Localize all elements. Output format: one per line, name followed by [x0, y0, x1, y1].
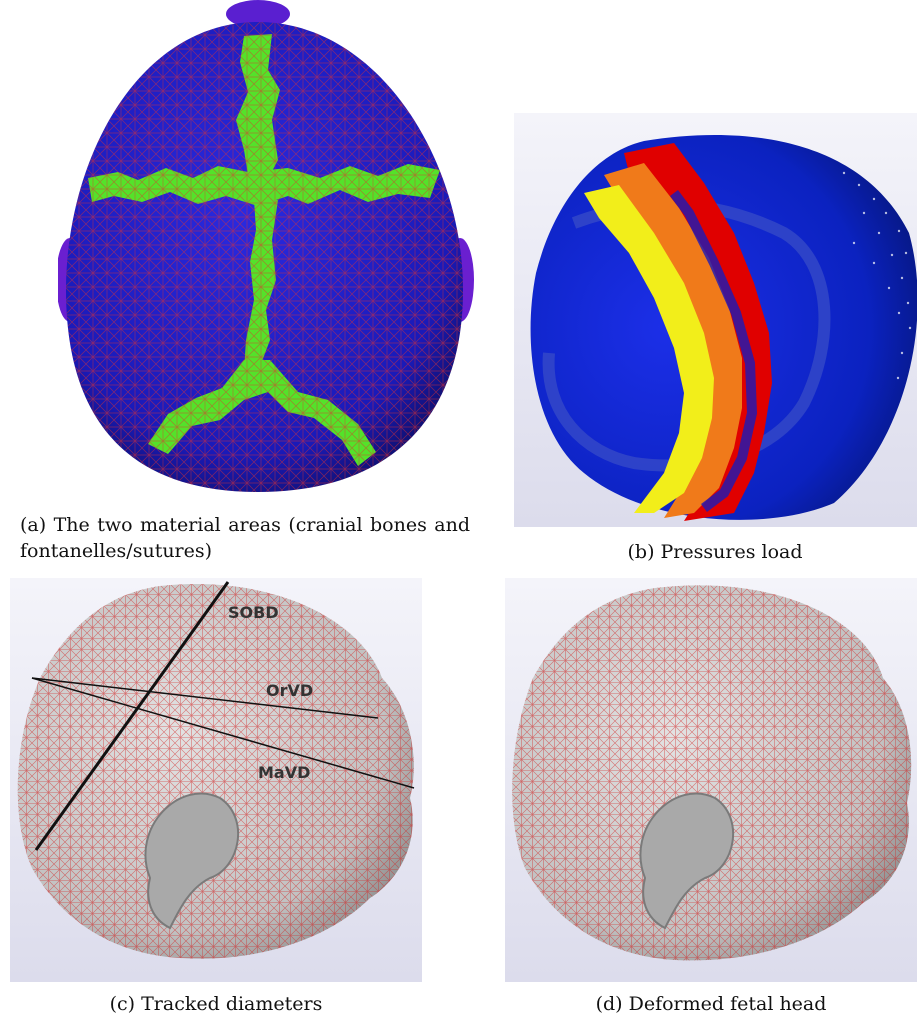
- mesh-overlay: [17, 584, 414, 959]
- panel-c-image: SOBD OrVD MaVD: [10, 578, 422, 982]
- panel-d-deformed-head: [505, 578, 917, 982]
- mavd-label: MaVD: [258, 763, 310, 782]
- sobd-label: SOBD: [228, 603, 279, 622]
- face-nodes: [842, 171, 912, 380]
- panel-b-pressures-load: [514, 113, 917, 527]
- suture-shadow: [542, 198, 831, 472]
- caption-d: (d) Deformed fetal head: [595, 993, 827, 1015]
- panel-c-tracked-diameters: SOBD OrVD MaVD: [10, 578, 422, 982]
- nose-shape: [226, 0, 290, 28]
- caption-a: (a) The two material areas (cranial bone…: [20, 514, 470, 562]
- ear-shape: [144, 792, 239, 930]
- mesh-overlay: [512, 585, 912, 961]
- caption-b: (b) Pressures load: [627, 541, 803, 563]
- panel-b-image: [514, 113, 917, 527]
- panel-d-image: [505, 578, 917, 982]
- ear-shape: [639, 792, 734, 930]
- panel-a-material-areas: [58, 0, 478, 505]
- mesh-overlay: [66, 22, 463, 492]
- sobd-line: [34, 581, 230, 851]
- orvd-line: [31, 677, 379, 719]
- pressure-band: [584, 143, 772, 521]
- panel-a-image: [58, 0, 474, 492]
- caption-c: (c) Tracked diameters: [109, 993, 323, 1015]
- mavd-line: [31, 677, 415, 789]
- orvd-label: OrVD: [266, 681, 313, 700]
